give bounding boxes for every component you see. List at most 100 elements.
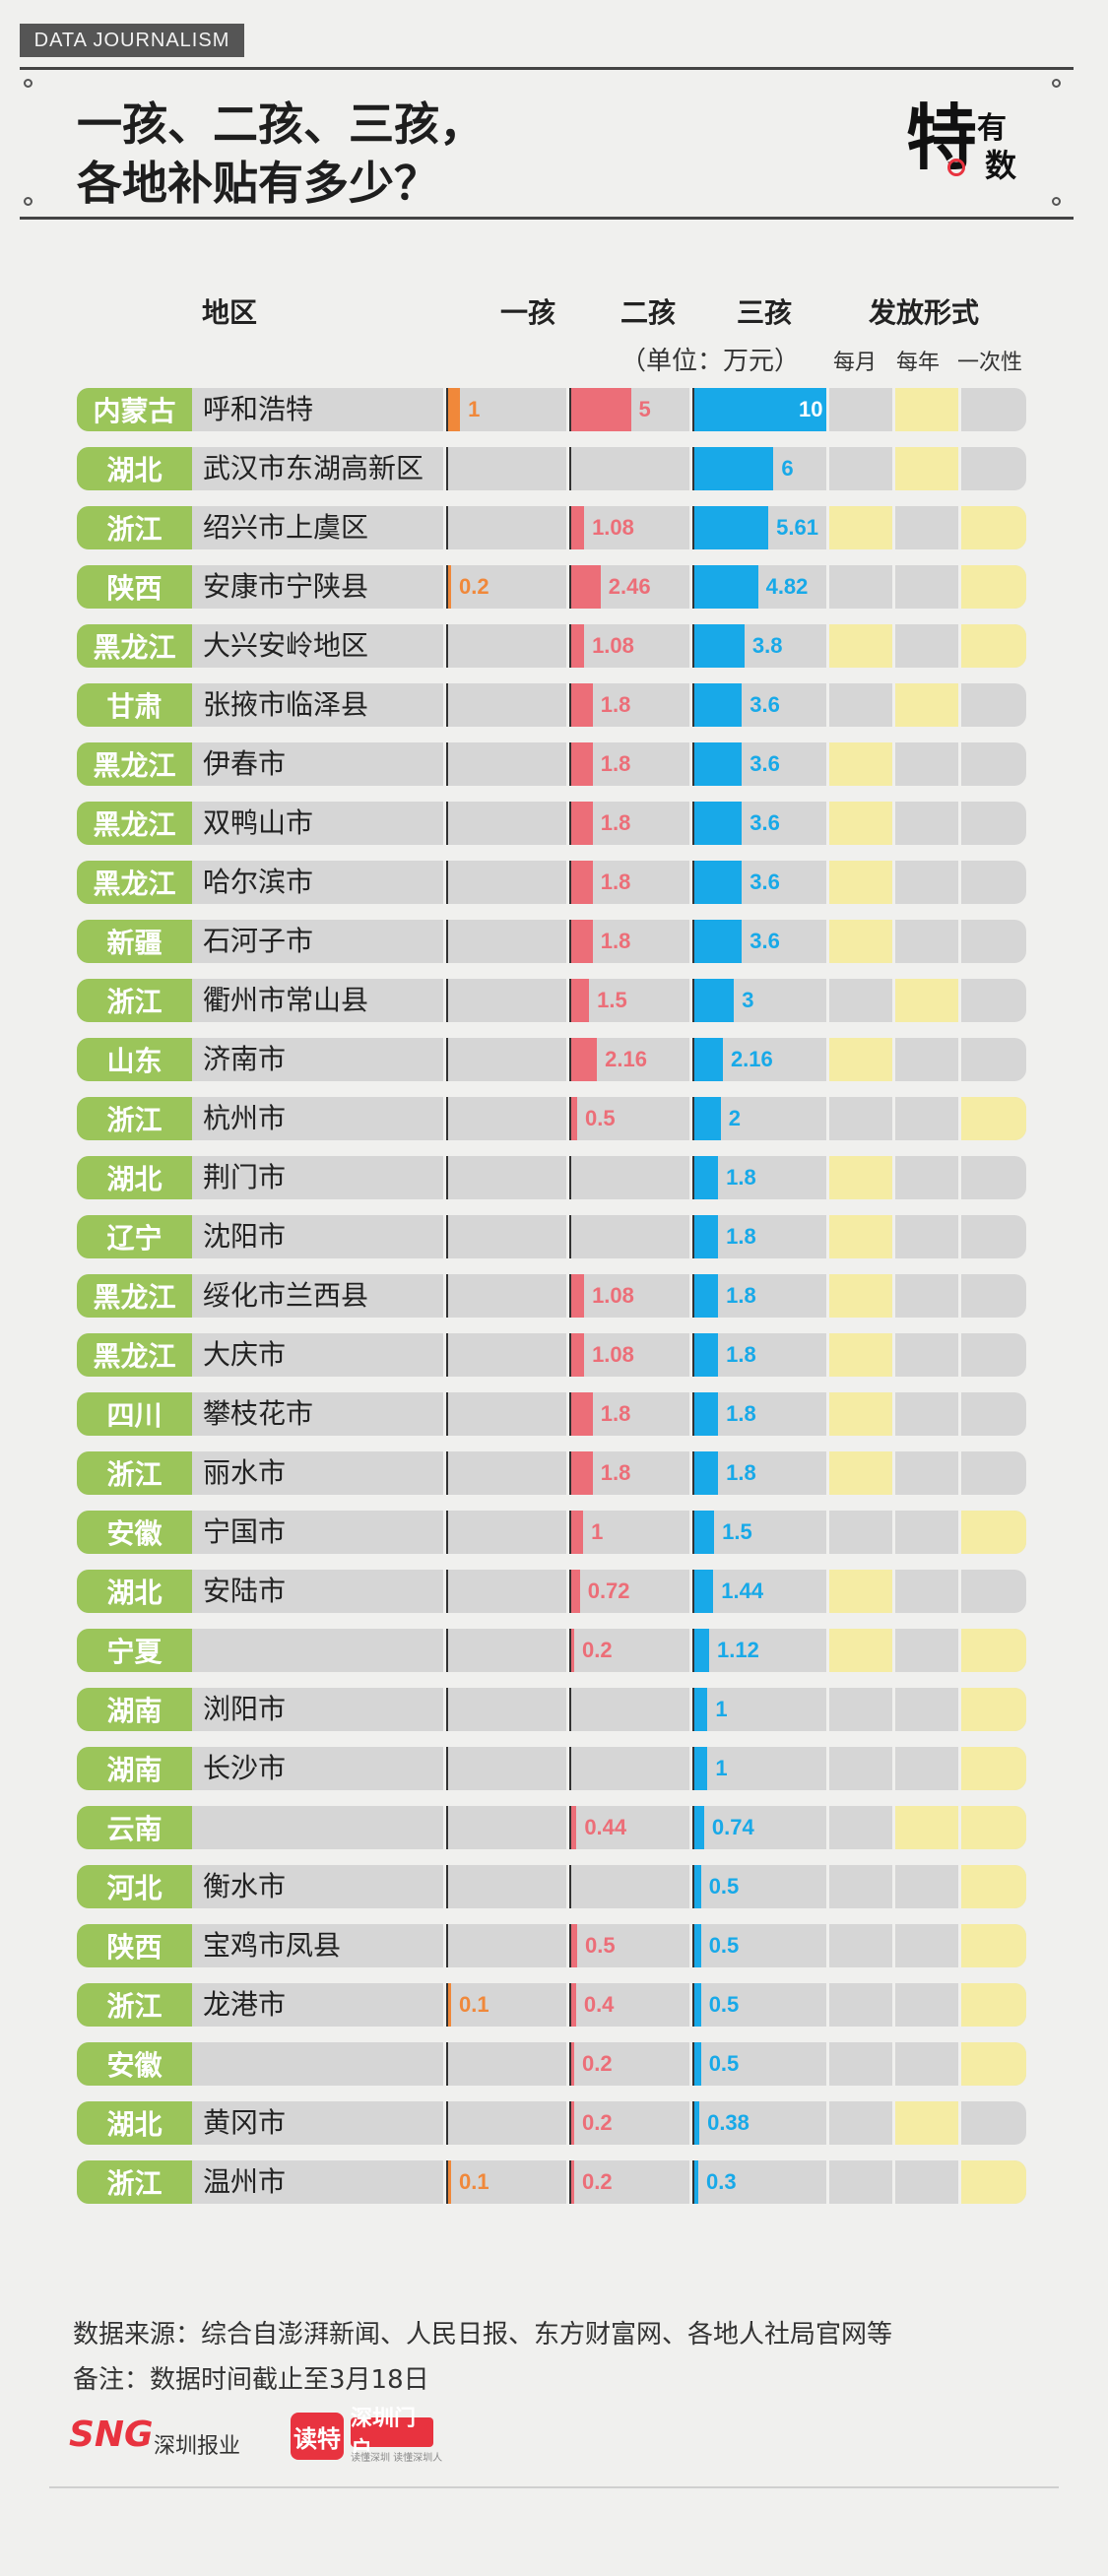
child3-value: 0.74 bbox=[711, 1815, 754, 1839]
child2-axis-line bbox=[569, 1511, 571, 1554]
child3-bar bbox=[694, 1924, 701, 1967]
child2-axis-line bbox=[569, 1097, 571, 1140]
child2-axis-line bbox=[569, 1688, 571, 1731]
child3-bar bbox=[694, 1274, 719, 1318]
table-row: 湖南 长沙市 1 bbox=[77, 1747, 1026, 1790]
once-mark bbox=[961, 506, 1026, 549]
city-label: 杭州市 bbox=[203, 1102, 287, 1134]
column-separator bbox=[892, 1570, 895, 1613]
yearly-mark bbox=[895, 1806, 958, 1849]
column-separator bbox=[892, 742, 895, 786]
province-label: 陕西 bbox=[77, 1924, 192, 1967]
child2-bar bbox=[571, 802, 593, 845]
column-separator bbox=[892, 861, 895, 904]
city-label: 哈尔滨市 bbox=[203, 866, 314, 898]
title-line-1: 一孩、二孩、三孩， bbox=[77, 97, 485, 151]
column-separator bbox=[689, 861, 692, 904]
child3-value: 1.44 bbox=[721, 1578, 764, 1603]
column-separator bbox=[958, 2101, 961, 2145]
child2-axis-line bbox=[569, 447, 571, 490]
child1-value: 0.2 bbox=[459, 574, 489, 599]
province-label: 新疆 bbox=[77, 920, 192, 963]
child3-axis-line bbox=[692, 802, 694, 845]
child3-bar bbox=[694, 1688, 708, 1731]
row-background bbox=[77, 1924, 1026, 1967]
column-separator bbox=[892, 388, 895, 431]
province-label: 浙江 bbox=[77, 2160, 192, 2204]
child1-axis-line bbox=[446, 1156, 448, 1199]
footer-rule bbox=[49, 2486, 1059, 2488]
title-line-2: 各地补贴有多少？ bbox=[77, 157, 439, 210]
section-tag: DATA JOURNALISM bbox=[20, 24, 244, 57]
column-separator bbox=[443, 683, 446, 727]
province-label: 浙江 bbox=[77, 979, 192, 1022]
child3-value: 1 bbox=[715, 1756, 728, 1780]
child3-bar bbox=[694, 1629, 709, 1672]
table-row: 黑龙江 哈尔滨市 1.8 3.6 bbox=[77, 861, 1026, 904]
province-label: 安徽 bbox=[77, 1511, 192, 1554]
child2-axis-line bbox=[569, 1806, 571, 1849]
table-row: 山东 济南市 2.16 2.16 bbox=[77, 1038, 1026, 1081]
child2-axis-line bbox=[569, 1215, 571, 1258]
column-separator bbox=[566, 979, 569, 1022]
child3-bar bbox=[694, 1392, 719, 1436]
column-separator bbox=[689, 1156, 692, 1199]
child2-value: 1.08 bbox=[592, 1342, 634, 1367]
table-row: 新疆 石河子市 1.8 3.6 bbox=[77, 920, 1026, 963]
row-background bbox=[77, 1865, 1026, 1908]
column-separator bbox=[566, 1215, 569, 1258]
child3-axis-line bbox=[692, 1983, 694, 2027]
child1-axis-line bbox=[446, 1038, 448, 1081]
child3-axis-line bbox=[692, 565, 694, 609]
column-separator bbox=[826, 742, 829, 786]
column-separator bbox=[958, 1392, 961, 1436]
column-separator bbox=[566, 624, 569, 668]
column-separator bbox=[689, 1038, 692, 1081]
city-label: 伊春市 bbox=[203, 747, 287, 780]
column-separator bbox=[826, 861, 829, 904]
child2-axis-line bbox=[569, 861, 571, 904]
column-separator bbox=[566, 1156, 569, 1199]
column-separator bbox=[958, 1806, 961, 1849]
city-label: 张掖市临泽县 bbox=[203, 688, 369, 721]
child3-bar bbox=[694, 1865, 701, 1908]
row-background bbox=[77, 565, 1026, 609]
column-separator bbox=[443, 1097, 446, 1140]
column-separator bbox=[892, 1274, 895, 1318]
yearly-mark bbox=[895, 388, 958, 431]
child2-value: 1.08 bbox=[592, 1283, 634, 1308]
column-separator bbox=[566, 1806, 569, 1849]
column-separator bbox=[689, 2160, 692, 2204]
child3-axis-line bbox=[692, 742, 694, 786]
child2-value: 0.44 bbox=[584, 1815, 627, 1839]
column-separator bbox=[443, 920, 446, 963]
column-separator bbox=[892, 1511, 895, 1554]
column-separator bbox=[826, 1333, 829, 1377]
child3-value: 10 bbox=[799, 397, 823, 421]
column-separator bbox=[892, 2160, 895, 2204]
child2-bar bbox=[571, 1983, 576, 2027]
child3-value: 3.6 bbox=[750, 692, 780, 717]
column-separator bbox=[958, 1924, 961, 1967]
column-separator bbox=[689, 1451, 692, 1495]
table-row: 黑龙江 伊春市 1.8 3.6 bbox=[77, 742, 1026, 786]
column-separator bbox=[892, 1688, 895, 1731]
child2-axis-line bbox=[569, 979, 571, 1022]
table-row: 内蒙古 呼和浩特 1 5 10 bbox=[77, 388, 1026, 431]
city-label: 荆门市 bbox=[203, 1161, 287, 1193]
column-separator bbox=[892, 1156, 895, 1199]
column-separator bbox=[892, 1333, 895, 1377]
child3-bar bbox=[694, 2042, 701, 2086]
city-label: 丽水市 bbox=[203, 1456, 287, 1489]
child3-bar bbox=[694, 1451, 719, 1495]
column-separator bbox=[443, 1451, 446, 1495]
column-separator bbox=[566, 1924, 569, 1967]
child1-axis-line bbox=[446, 920, 448, 963]
province-label: 宁夏 bbox=[77, 1629, 192, 1672]
child2-axis-line bbox=[569, 388, 571, 431]
table-row: 陕西 安康市宁陕县 0.2 2.46 4.82 bbox=[77, 565, 1026, 609]
city-label: 龙港市 bbox=[203, 1988, 287, 2021]
column-separator bbox=[892, 1097, 895, 1140]
city-label: 浏阳市 bbox=[203, 1693, 287, 1725]
column-separator bbox=[826, 506, 829, 549]
